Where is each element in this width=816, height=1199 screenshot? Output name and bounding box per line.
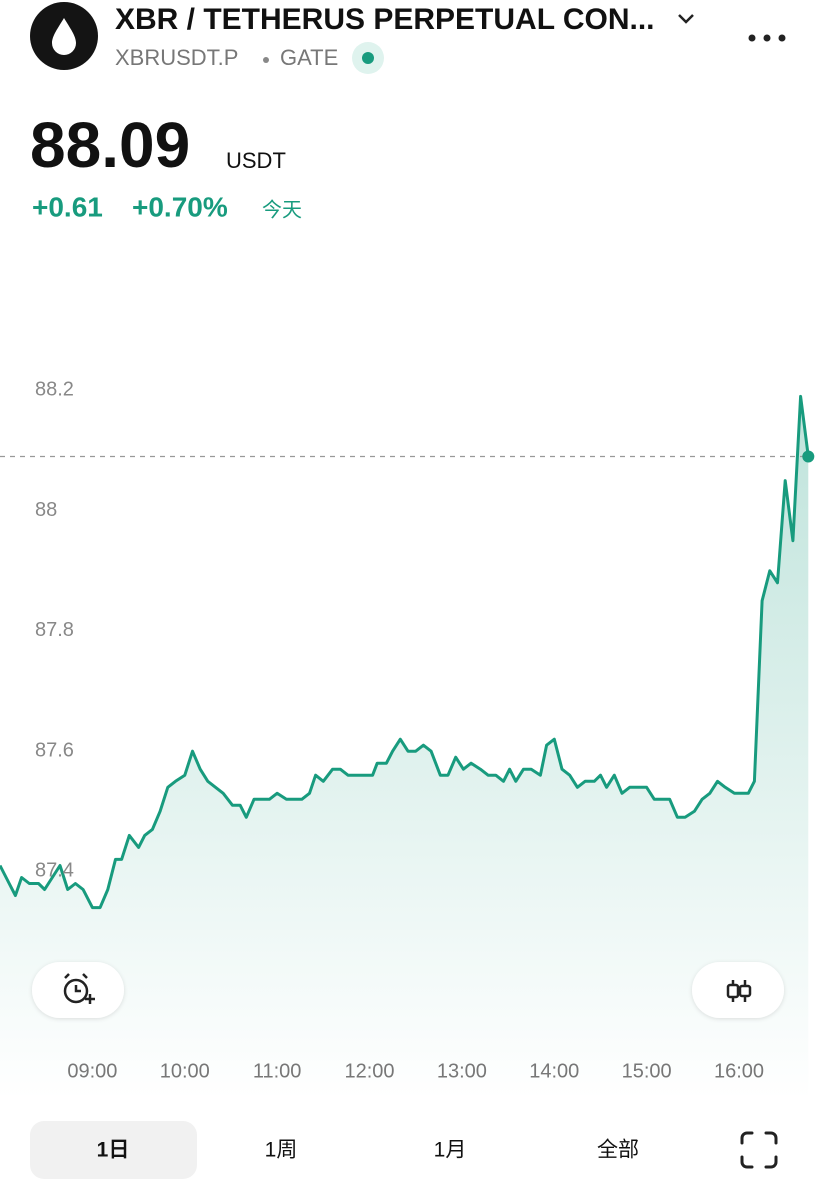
range-tab[interactable]: 1日 bbox=[97, 1139, 130, 1162]
range-tab[interactable]: 1周 bbox=[265, 1139, 298, 1162]
range-tab[interactable]: 全部 bbox=[597, 1139, 639, 1162]
x-tick-label: 15:00 bbox=[622, 1060, 672, 1082]
y-tick-label: 87.8 bbox=[35, 619, 74, 641]
title-chevron[interactable] bbox=[678, 14, 694, 24]
y-tick-label: 88 bbox=[35, 499, 57, 521]
y-tick-label: 88.2 bbox=[35, 379, 74, 401]
separator-dot bbox=[263, 57, 269, 63]
range-tab[interactable]: 1月 bbox=[434, 1139, 467, 1162]
price: 88.09 bbox=[30, 109, 190, 181]
status-dot bbox=[362, 52, 374, 64]
selected-tab-bg bbox=[30, 1121, 197, 1179]
period: 今天 bbox=[262, 198, 302, 221]
area-fill bbox=[0, 396, 809, 1100]
fullscreen-button[interactable] bbox=[740, 1131, 778, 1169]
alert-button[interactable] bbox=[32, 962, 124, 1018]
price-change-pct: +0.70% bbox=[132, 191, 228, 222]
x-tick-label: 11:00 bbox=[253, 1060, 302, 1082]
x-tick-label: 14:00 bbox=[529, 1060, 579, 1082]
y-tick-label: 87.4 bbox=[35, 860, 74, 882]
more-button[interactable] bbox=[748, 34, 786, 42]
x-tick-label: 12:00 bbox=[344, 1060, 394, 1082]
exchange: GATE bbox=[280, 45, 338, 70]
y-tick-label: 87.6 bbox=[35, 739, 74, 761]
symbol: XBRUSDT.P bbox=[115, 45, 238, 70]
x-tick-label: 16:00 bbox=[714, 1060, 764, 1082]
x-tick-label: 10:00 bbox=[160, 1060, 210, 1082]
logo bbox=[30, 2, 98, 70]
price-change: +0.61 bbox=[32, 191, 103, 222]
range-tabs: 1日 1周 1月 全部 bbox=[97, 1139, 639, 1162]
x-tick-label: 13:00 bbox=[437, 1060, 487, 1082]
x-tick-label: 09:00 bbox=[67, 1060, 117, 1082]
currency: USDT bbox=[226, 148, 286, 173]
chart: 88.2 88 87.8 87.6 87.4 09:00 10:00 11:00 12:00 13… bbox=[0, 379, 815, 1100]
chart-style-button[interactable] bbox=[692, 962, 784, 1018]
price-line bbox=[0, 394, 810, 910]
title[interactable]: XBR / TETHERUS PERPETUAL CON... bbox=[115, 3, 655, 36]
last-price-dot bbox=[802, 450, 815, 463]
